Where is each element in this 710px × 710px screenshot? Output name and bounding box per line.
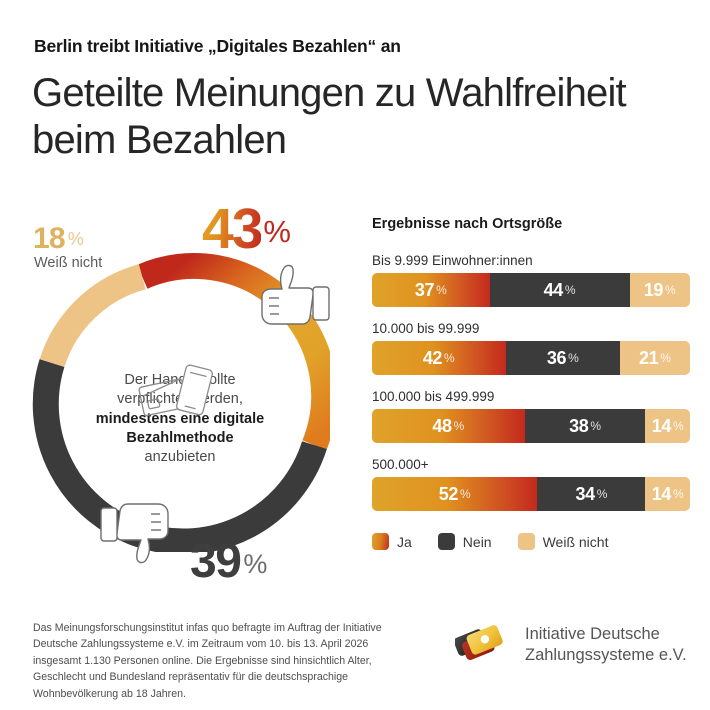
bar-segment-weiss-nicht-value: 14 xyxy=(651,483,672,504)
bar-group-label: Bis 9.999 Einwohner:innen xyxy=(372,253,533,268)
legend-swatch-weiss-nicht-icon xyxy=(517,533,535,550)
bar-segment-ja[interactable]: 37% xyxy=(372,273,490,307)
bars-section: Ergebnisse nach Ortsgröße Bis 9.999 Einw… xyxy=(372,216,690,550)
donut-value-nein: 39% xyxy=(190,534,267,589)
stacked-bar: 48% 38% 14% xyxy=(372,409,690,443)
donut-value-nein-symbol: % xyxy=(243,549,268,579)
organization-logo: Initiative Deutsche Zahlungssysteme e.V. xyxy=(455,620,687,670)
card-and-phone-icon xyxy=(138,364,213,417)
organization-name: Initiative Deutsche Zahlungssysteme e.V. xyxy=(525,624,687,666)
page-title: Geteilte Meinungen zu Wahlfreiheit beim … xyxy=(32,71,627,162)
bar-segment-nein-symbol: % xyxy=(564,283,576,297)
bar-segment-nein-symbol: % xyxy=(590,419,601,433)
donut-center-bold-1: mindestens eine digitale xyxy=(95,410,265,427)
bars-section-title: Ergebnisse nach Ortsgröße xyxy=(372,216,563,232)
bar-segment-weiss-nicht[interactable]: 21% xyxy=(620,341,690,375)
bar-segment-weiss-nicht[interactable]: 14% xyxy=(645,477,690,511)
legend-swatch-ja-icon xyxy=(372,533,389,550)
bar-segment-weiss-nicht-value: 19 xyxy=(643,279,664,300)
legend-item-ja[interactable]: Ja xyxy=(372,533,412,550)
donut-value-ja-symbol: % xyxy=(263,214,291,249)
bar-segment-nein-value: 36 xyxy=(546,347,567,368)
bar-group-label: 100.000 bis 499.999 xyxy=(372,389,495,404)
methodology-note: Das Meinungsforschungsinstitut infas quo… xyxy=(33,622,382,700)
bar-segment-weiss-nicht-symbol: % xyxy=(672,419,684,433)
legend-label-weiss-nicht: Weiß nicht xyxy=(542,533,609,550)
donut-label-weiss-nicht: Weiß nicht xyxy=(34,255,103,271)
bar-segment-ja[interactable]: 48% xyxy=(372,409,525,443)
bar-group-label: 10.000 bis 99.999 xyxy=(372,321,480,336)
bar-group-label: 500.000+ xyxy=(372,457,429,472)
donut-value-weiss-nicht: 18% xyxy=(33,222,84,256)
stacked-bar: 37% 44% 19% xyxy=(372,273,690,307)
bar-segment-nein-value: 44 xyxy=(543,279,564,300)
donut-value-nein-number: 39 xyxy=(190,535,242,588)
bar-segment-ja-symbol: % xyxy=(459,487,471,501)
bar-segment-nein[interactable]: 36% xyxy=(505,341,621,375)
bar-segment-ja-value: 52 xyxy=(438,483,459,504)
donut-center-line-3: anzubieten xyxy=(144,448,216,465)
bar-segment-nein-symbol: % xyxy=(596,487,608,501)
bar-segment-ja[interactable]: 42% xyxy=(372,341,506,375)
stacked-bar: 52% 34% 14% xyxy=(372,477,690,511)
thumbs-down-icon xyxy=(100,503,169,564)
donut-value-weiss-nicht-number: 18 xyxy=(33,222,66,255)
legend-label-ja: Ja xyxy=(397,533,412,550)
stacked-bar: 42% 36% 21% xyxy=(372,341,690,375)
bar-group: Bis 9.999 Einwohner:innen 37% 44% 19% xyxy=(372,253,690,307)
thumbs-up-icon xyxy=(261,264,330,325)
bar-segment-weiss-nicht-value: 14 xyxy=(651,415,672,436)
donut-value-ja-number: 43 xyxy=(202,197,263,261)
legend-item-nein[interactable]: Nein xyxy=(437,533,492,550)
bar-segment-weiss-nicht-value: 21 xyxy=(639,347,659,368)
bar-segment-ja-value: 48 xyxy=(432,415,452,436)
bar-segment-weiss-nicht[interactable]: 14% xyxy=(645,409,690,443)
donut-center-text: Der Handel sollte verpflichtet werden, m… xyxy=(85,337,275,467)
bar-group: 500.000+ 52% 34% 14% xyxy=(372,457,690,511)
donut-value-weiss-nicht-symbol: % xyxy=(67,229,84,249)
bar-segment-nein[interactable]: 38% xyxy=(524,409,646,443)
legend-swatch-nein-icon xyxy=(437,533,455,550)
bar-segment-weiss-nicht-symbol: % xyxy=(660,351,671,365)
donut-segment-weiss-nicht xyxy=(39,264,146,368)
chart-legend: Ja Nein Weiß nicht xyxy=(372,533,690,550)
bar-group: 10.000 bis 99.999 42% 36% 21% xyxy=(372,321,690,375)
donut-chart: Der Handel sollte verpflichtet werden, m… xyxy=(30,252,330,552)
bar-segment-ja-value: 42 xyxy=(422,347,443,368)
bar-segment-weiss-nicht[interactable]: 19% xyxy=(629,273,690,307)
organization-name-line-1: Initiative Deutsche xyxy=(525,624,660,643)
bar-segment-weiss-nicht-symbol: % xyxy=(665,283,676,297)
bar-segment-nein[interactable]: 34% xyxy=(537,477,646,511)
bar-group: 100.000 bis 499.999 48% 38% 14% xyxy=(372,389,690,443)
organization-name-line-2: Zahlungssysteme e.V. xyxy=(525,646,687,664)
bar-segment-weiss-nicht-symbol: % xyxy=(673,487,684,501)
bar-segment-ja-symbol: % xyxy=(453,419,465,433)
bar-segment-ja-value: 37 xyxy=(414,279,435,300)
legend-item-weiss-nicht[interactable]: Weiß nicht xyxy=(517,533,609,550)
stacked-cards-logo-icon xyxy=(455,625,503,661)
bar-segment-nein-symbol: % xyxy=(568,351,579,365)
bar-segment-nein-value: 34 xyxy=(575,483,595,504)
bar-segment-ja-symbol: % xyxy=(436,283,447,297)
bar-segment-ja-symbol: % xyxy=(444,351,455,365)
kicker-text: Berlin treibt Initiative „Digitales Beza… xyxy=(34,36,401,56)
bar-segment-nein-value: 38 xyxy=(569,415,589,436)
donut-value-ja: 43% xyxy=(202,196,291,262)
bar-segment-nein[interactable]: 44% xyxy=(489,273,630,307)
donut-center-bold-2: Bezahlmethode xyxy=(126,429,234,446)
legend-label-nein: Nein xyxy=(462,533,492,550)
bar-segment-ja[interactable]: 52% xyxy=(372,477,538,511)
